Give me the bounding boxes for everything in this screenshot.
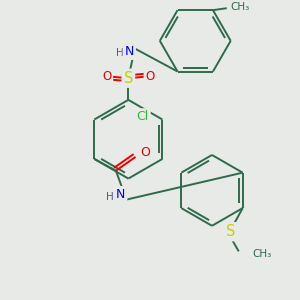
Text: O: O — [140, 146, 150, 160]
Text: H: H — [106, 192, 114, 202]
Text: S: S — [124, 71, 133, 86]
Text: CH₃: CH₃ — [231, 2, 250, 12]
Text: O: O — [102, 70, 111, 83]
Text: N: N — [125, 45, 134, 58]
Text: CH₃: CH₃ — [253, 249, 272, 259]
Text: S: S — [226, 224, 236, 239]
Text: O: O — [146, 70, 154, 83]
Text: Cl: Cl — [136, 110, 149, 123]
Text: H: H — [116, 48, 123, 58]
Text: N: N — [116, 188, 125, 201]
